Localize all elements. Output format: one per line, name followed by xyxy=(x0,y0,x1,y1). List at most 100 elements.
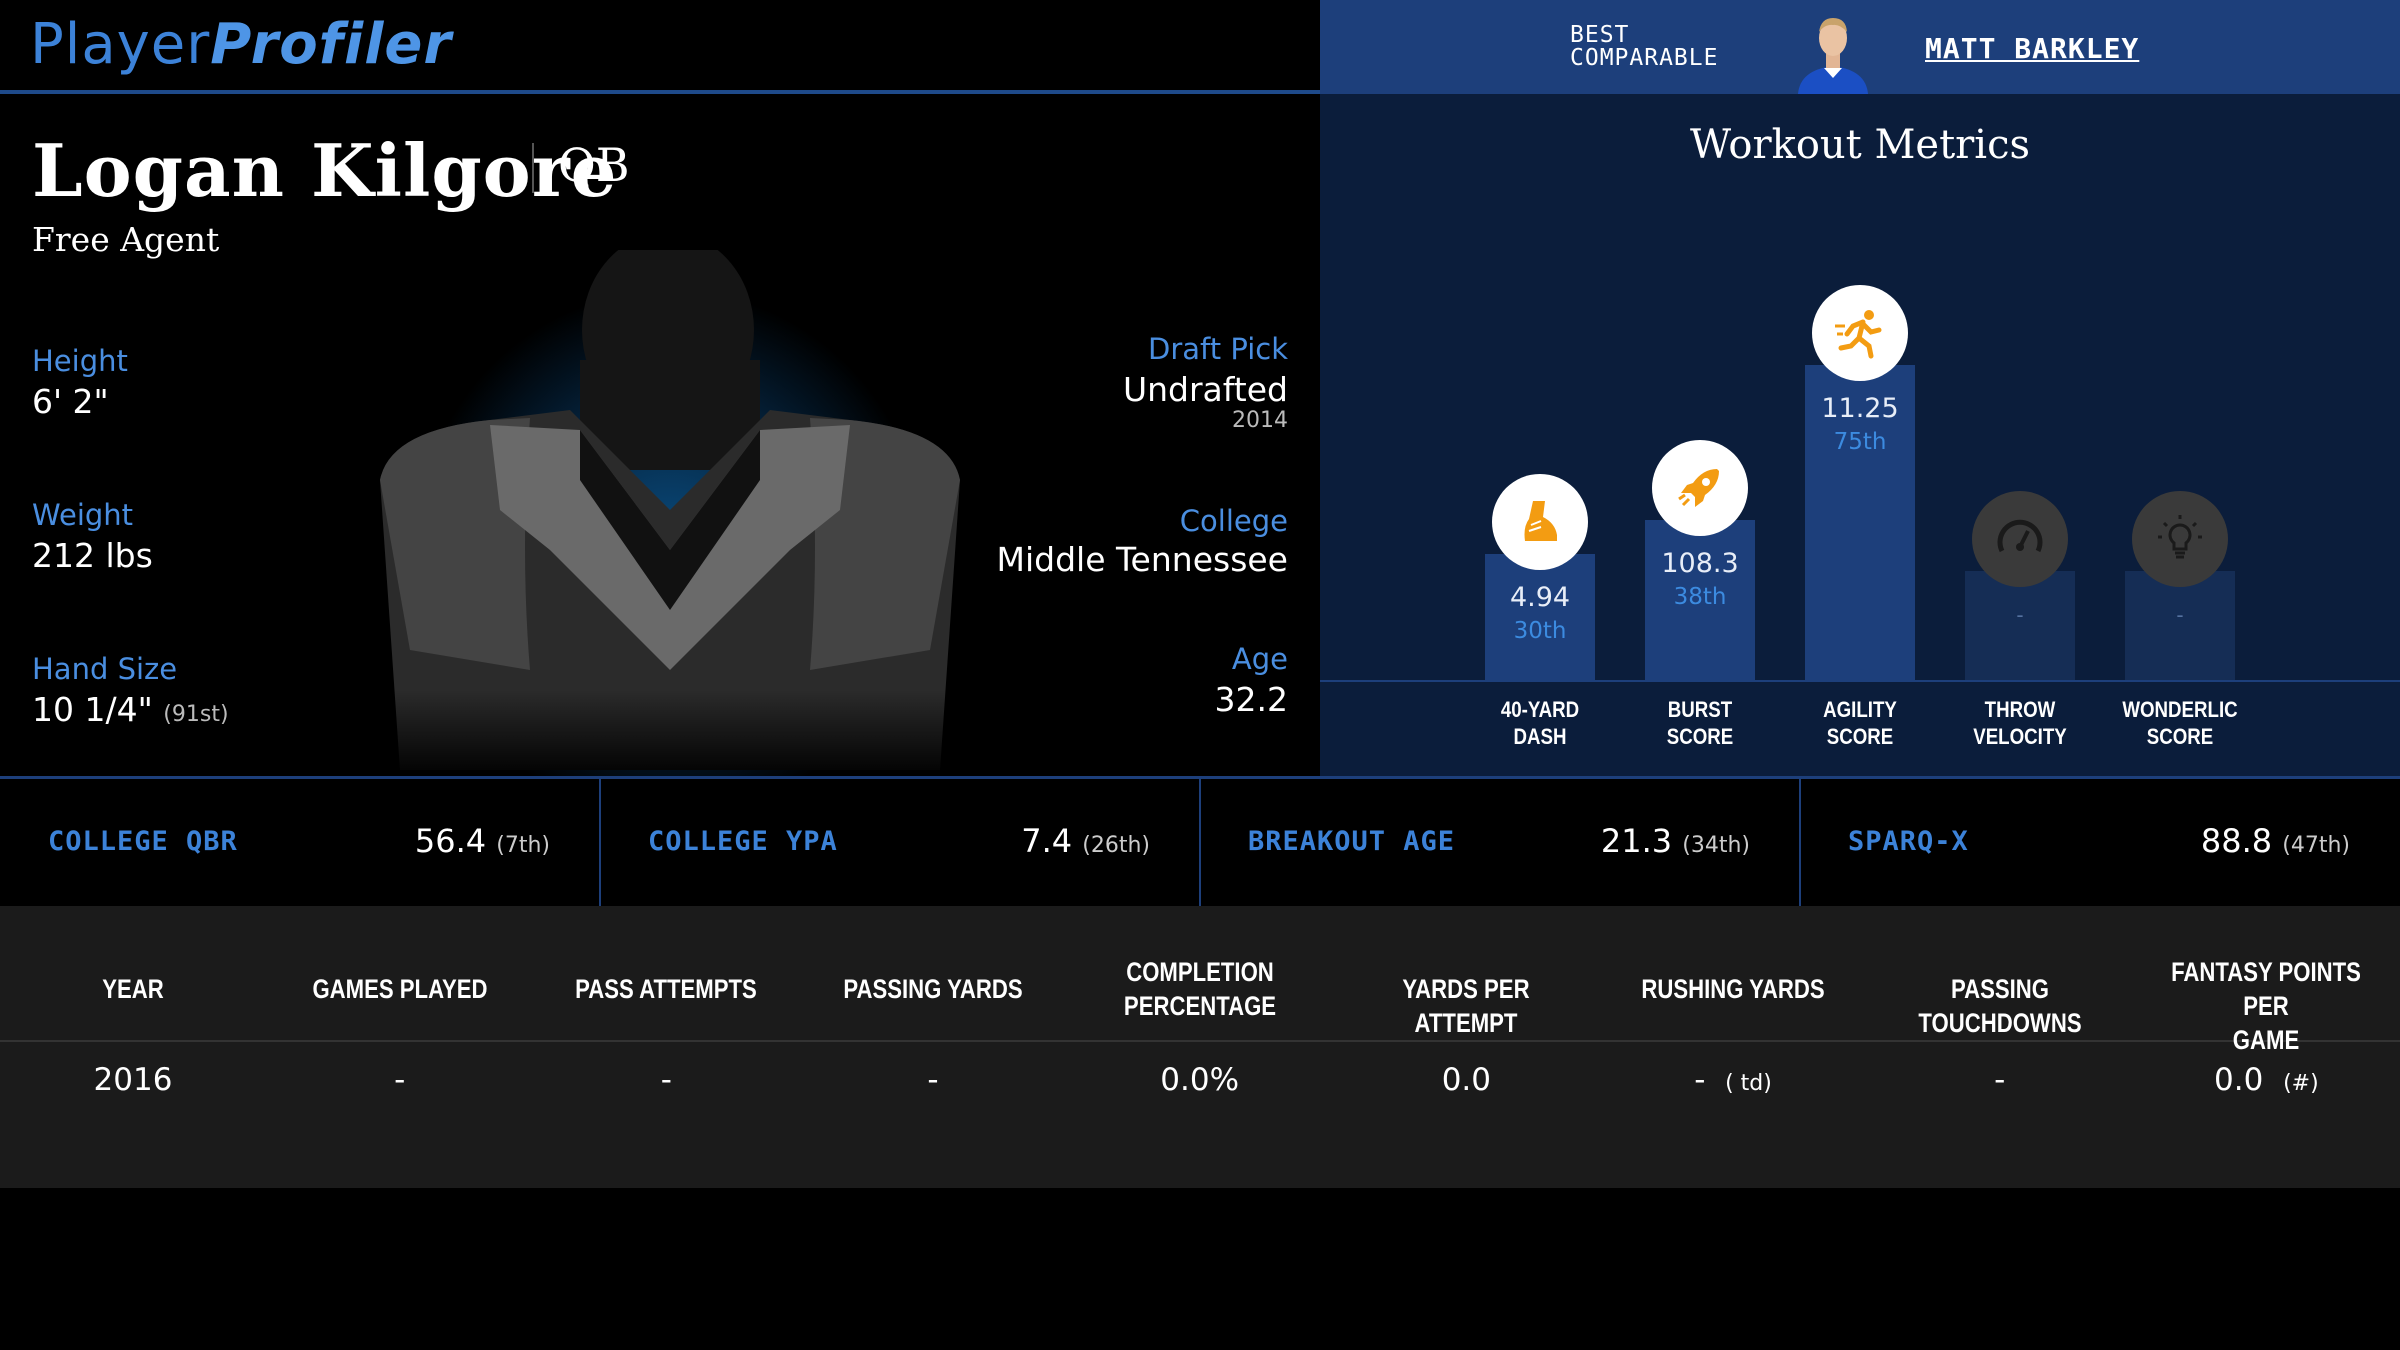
header-line1: PASSING YARDS xyxy=(843,974,1023,1004)
name-divider xyxy=(532,143,534,193)
draft-pick-label: Draft Pick xyxy=(1148,332,1288,366)
draft-year: 2014 xyxy=(1232,408,1288,433)
stat-value: 88.8 (47th) xyxy=(2201,822,2350,860)
table-header-cell[interactable]: PASS ATTEMPTS xyxy=(557,972,775,1006)
stat-rank: (26th) xyxy=(1082,833,1150,858)
workout-label-line1: WONDERLIC xyxy=(2122,697,2238,722)
workout-label: 40-YARD DASH xyxy=(1468,696,1613,750)
table-cell: - xyxy=(533,1062,799,1098)
stat-value: 56.4 (7th) xyxy=(415,822,550,860)
stat-number: 56.4 xyxy=(414,822,487,860)
height-value: 6' 2" xyxy=(32,382,109,421)
shoe-icon xyxy=(1492,474,1588,570)
workout-value: 11.25 xyxy=(1821,393,1899,424)
workout-bar-throw[interactable] xyxy=(1965,570,2075,680)
workout-label-line1: BURST xyxy=(1667,697,1733,722)
table-header-cell[interactable]: RUSHING YARDS xyxy=(1624,972,1842,1006)
runner-icon xyxy=(1812,285,1908,381)
stat-rank: (7th) xyxy=(496,833,550,858)
workout-bar-wonderlic[interactable] xyxy=(2125,570,2235,680)
table-cell: 2016 xyxy=(0,1062,266,1098)
stat-rank: (47th) xyxy=(2282,833,2350,858)
workout-bar-burst[interactable] xyxy=(1645,520,1755,680)
table-cell: - ( td) xyxy=(1600,1062,1866,1098)
stat-number: 21.3 xyxy=(1600,822,1673,860)
speedometer-icon xyxy=(1972,490,2068,587)
stat-label: COLLEGE QBR xyxy=(48,826,238,857)
table-cell: - xyxy=(1867,1062,2133,1098)
stat-rank: (34th) xyxy=(1682,833,1750,858)
workout-value: - xyxy=(2016,602,2024,627)
cell-yards: - xyxy=(927,1062,939,1098)
workout-label: BURST SCORE xyxy=(1628,696,1773,750)
stat-value: 21.3 (34th) xyxy=(1601,822,1750,860)
workout-value: 108.3 xyxy=(1661,548,1739,580)
stat-label: BREAKOUT AGE xyxy=(1248,826,1456,857)
hand-size-value: 10 1/4" (91st) xyxy=(32,690,229,729)
stat-number: 88.8 xyxy=(2200,822,2273,860)
stat-divider xyxy=(1199,779,1201,906)
draft-pick-value: Undrafted xyxy=(1122,370,1288,409)
header-line1: FANTASY POINTS PER xyxy=(2171,957,2362,1021)
comparable-avatar[interactable] xyxy=(1790,8,1876,94)
table-cell: - xyxy=(267,1062,533,1098)
header-line1: COMPLETION xyxy=(1125,957,1274,987)
table-header-cell[interactable]: COMPLETION PERCENTAGE xyxy=(1091,955,1309,1023)
table-cell: - xyxy=(800,1062,1066,1098)
workout-bar-agility[interactable] xyxy=(1805,365,1915,680)
workout-label-line2: SCORE xyxy=(1666,724,1734,749)
workout-bar-40-yard[interactable] xyxy=(1485,554,1595,680)
table-cell: 0.0 (#) xyxy=(2133,1062,2399,1098)
cell-ypa: 0.0 xyxy=(1441,1062,1491,1098)
workout-rank: 75th xyxy=(1833,429,1887,455)
player-team: Free Agent xyxy=(32,220,220,259)
season-stats-table xyxy=(0,906,2400,1188)
header-line1: PASS ATTEMPTS xyxy=(575,974,758,1004)
cell-attempts: - xyxy=(660,1062,672,1098)
workout-title: Workout Metrics xyxy=(1689,122,2031,168)
weight-label: Weight xyxy=(32,498,134,532)
workout-label-line2: VELOCITY xyxy=(1973,724,2067,749)
comparable-player-link[interactable]: MATT BARKLEY xyxy=(1925,32,2140,65)
player-name: Logan Kilgore xyxy=(32,128,618,213)
cell-ptd: - xyxy=(1994,1062,2006,1098)
weight-value: 212 lbs xyxy=(32,536,153,575)
workout-label-line1: AGILITY xyxy=(1823,697,1897,722)
workout-label-line2: SCORE xyxy=(1826,724,1894,749)
stat-label: SPARQ-X xyxy=(1848,826,1969,857)
best-comparable-label: BEST COMPARABLE xyxy=(1570,22,1719,71)
site-logo[interactable]: PlayerProfiler xyxy=(30,12,453,77)
age-value: 32.2 xyxy=(1214,680,1288,719)
hand-size-label: Hand Size xyxy=(32,652,178,686)
table-header-cell[interactable]: PASSING TOUCHDOWNS xyxy=(1891,972,2109,1040)
table-header-cell[interactable]: YARDS PER ATTEMPT xyxy=(1357,972,1575,1040)
stat-label: COLLEGE YPA xyxy=(648,826,838,857)
height-label: Height xyxy=(32,344,128,378)
lightbulb-icon xyxy=(2132,490,2228,587)
cell-rushing: - xyxy=(1694,1062,1706,1098)
workout-label-line2: SCORE xyxy=(2146,724,2214,749)
header-line1: PASSING TOUCHDOWNS xyxy=(1918,974,2082,1038)
workout-rank: 30th xyxy=(1513,618,1567,644)
stat-divider xyxy=(1799,779,1801,906)
cell-year: 2016 xyxy=(93,1062,173,1098)
college-label: College xyxy=(1179,504,1288,538)
table-header-cell[interactable]: FANTASY POINTS PER GAME xyxy=(2157,955,2375,1057)
header-line1: YARDS PER ATTEMPT xyxy=(1402,974,1530,1038)
stat-number: 7.4 xyxy=(1021,822,1073,860)
college-value: Middle Tennessee xyxy=(996,540,1288,579)
workout-value: - xyxy=(2176,602,2184,627)
table-cell: 0.0 xyxy=(1333,1062,1599,1098)
header-line1: RUSHING YARDS xyxy=(1641,974,1825,1004)
table-header-divider xyxy=(0,1040,2400,1042)
header-line1: YEAR xyxy=(102,974,164,1004)
top-bar xyxy=(0,0,1320,94)
table-cell: 0.0% xyxy=(1067,1062,1333,1098)
workout-baseline xyxy=(1320,680,2400,682)
table-header-cell[interactable]: YEAR xyxy=(24,972,242,1006)
table-header-cell[interactable]: PASSING YARDS xyxy=(824,972,1042,1006)
workout-label: WONDERLIC SCORE xyxy=(2108,696,2253,750)
cell-fppg-rank: (#) xyxy=(2283,1071,2319,1096)
workout-label-line1: THROW xyxy=(1984,697,2056,722)
table-header-cell[interactable]: GAMES PLAYED xyxy=(291,972,509,1006)
